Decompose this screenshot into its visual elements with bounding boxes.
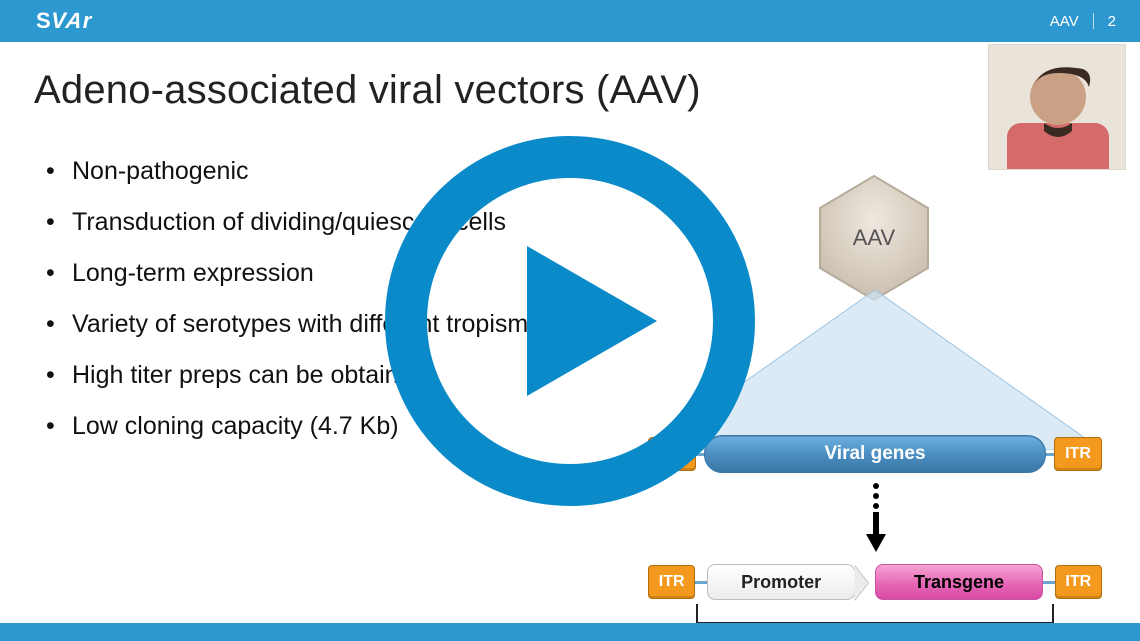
connector	[1043, 581, 1055, 584]
speaker-thumbnail	[988, 44, 1126, 170]
header-topic: AAV	[1050, 13, 1079, 30]
avatar	[989, 45, 1126, 170]
header-meta: AAV 2	[1050, 13, 1116, 30]
connector	[695, 581, 707, 584]
connector	[1046, 453, 1054, 456]
play-button[interactable]	[385, 136, 755, 506]
transgene-box: Transgene	[875, 564, 1043, 600]
separator	[1093, 13, 1094, 29]
arrow-down-icon	[866, 482, 886, 552]
header-bar: SsvarVAr AAV 2	[0, 0, 1140, 42]
construct-row-recombinant: ITR Promoter Transgene ITR	[648, 562, 1102, 602]
itr-box: ITR	[1054, 437, 1102, 471]
brand-logo: SsvarVAr	[36, 8, 92, 34]
footer-bar	[0, 623, 1140, 641]
itr-box: ITR	[1055, 565, 1102, 599]
itr-box: ITR	[648, 565, 695, 599]
video-frame: SsvarVAr AAV 2 Adeno-associated viral ve…	[0, 0, 1140, 641]
viral-genes-box: Viral genes	[704, 435, 1046, 473]
play-icon	[385, 136, 755, 506]
size-bracket	[696, 604, 1054, 624]
hexagon: AAV	[814, 172, 934, 304]
promoter-box: Promoter	[707, 564, 855, 600]
slide-title: Adeno-associated viral vectors (AAV)	[34, 68, 1140, 113]
hexagon-label: AAV	[814, 172, 934, 304]
header-page: 2	[1108, 13, 1116, 30]
